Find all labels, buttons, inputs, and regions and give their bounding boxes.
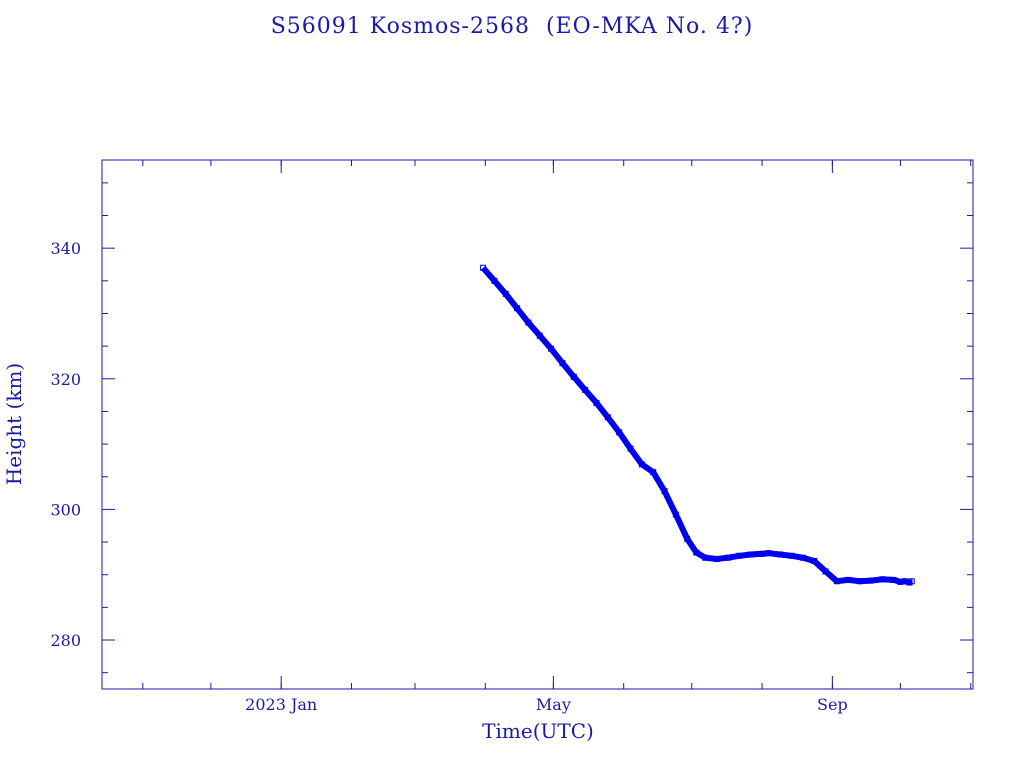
y-tick-label: 320 [50,370,81,389]
series-line-height [480,265,914,586]
data-point [702,554,709,561]
data-point [491,277,498,284]
data-point [890,576,897,583]
y-axis-ticks: 280 300 320 340 [50,239,973,650]
data-point [559,360,566,367]
data-point [604,414,611,421]
chart-title: S56091 Kosmos-2568 (EO-MKA No. 4?) [270,14,754,39]
x-axis-ticks: 2023 Jan May Sep [245,160,848,714]
data-point [867,577,874,584]
data-point [799,554,806,561]
y-axis-title: Height (km) [2,363,26,485]
data-point [777,551,784,558]
data-point [747,551,754,558]
data-point [570,373,577,380]
series-points [480,264,915,586]
data-point [822,568,829,575]
data-point [684,535,691,542]
data-point [672,511,679,518]
data-point [736,552,743,559]
data-point [908,578,915,585]
data-point [638,461,645,468]
x-tick-label: 2023 Jan [245,695,317,714]
data-point [879,576,886,583]
data-point [713,556,720,563]
data-point [788,552,795,559]
data-point [536,332,543,339]
data-point [593,399,600,406]
data-point [693,549,700,556]
x-tick-label: Sep [817,695,848,714]
data-point [856,578,863,585]
data-point [582,386,589,393]
data-point [725,554,732,561]
plot-frame [101,159,974,690]
x-axis-title: Time(UTC) [482,719,594,743]
data-point [833,578,840,585]
data-point [845,576,852,583]
y-tick-label: 340 [50,239,81,258]
data-point [759,550,766,557]
data-point [616,429,623,436]
data-point [627,445,634,452]
data-point [765,550,772,557]
data-point [502,290,509,297]
data-point [514,305,521,312]
x-tick-label: May [536,695,571,714]
data-point [525,319,532,326]
minor-ticks [102,160,973,689]
data-point [661,488,668,495]
data-point [650,469,657,476]
y-tick-label: 300 [50,500,81,519]
data-point [811,557,818,564]
data-point [480,264,487,271]
y-tick-label: 280 [50,631,81,650]
data-point [548,345,555,352]
